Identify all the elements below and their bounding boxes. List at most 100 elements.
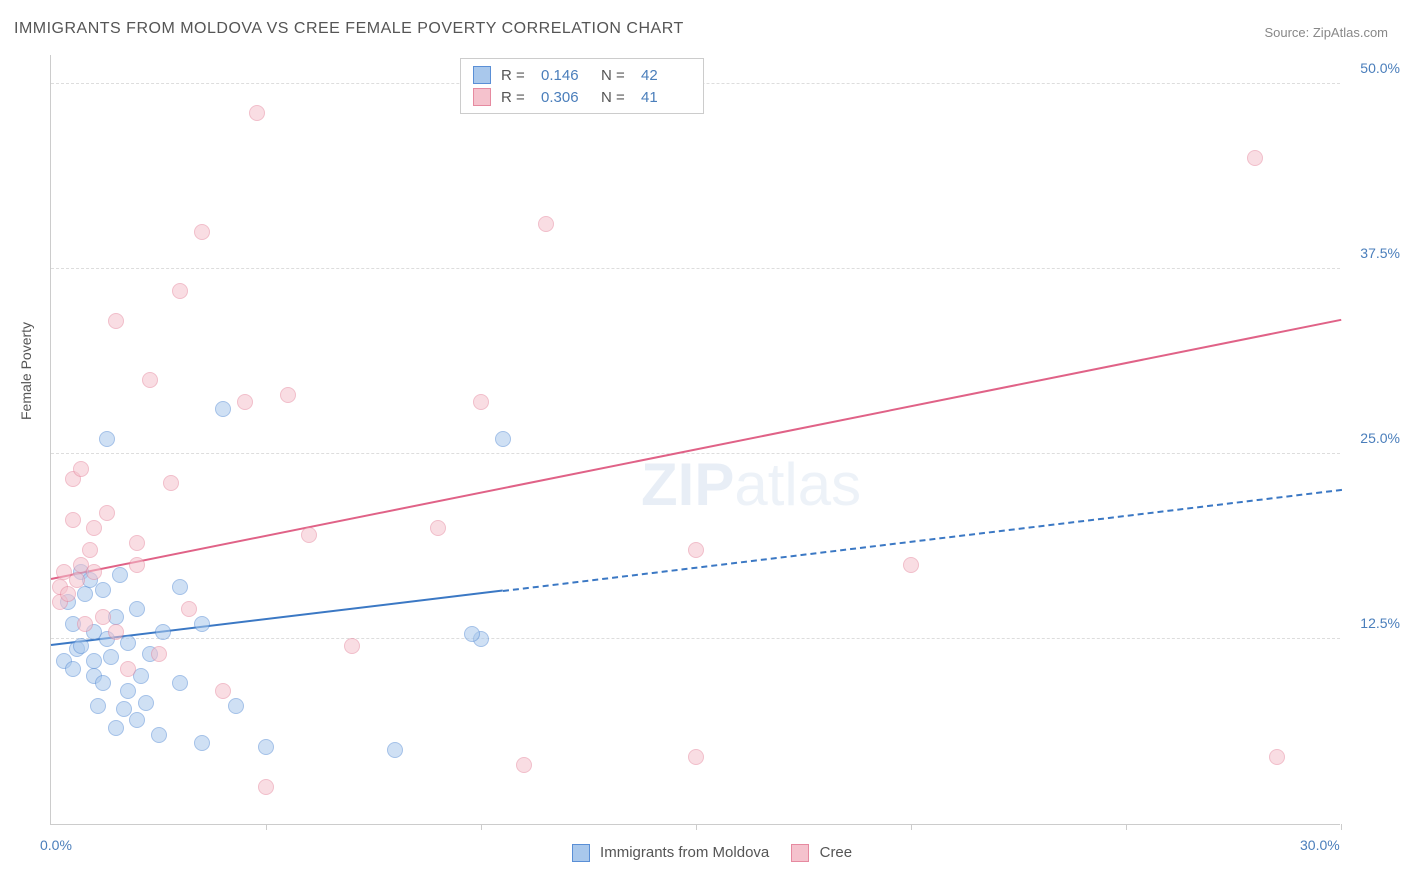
x-tick-mark [266, 824, 267, 830]
data-point-cree [163, 475, 179, 491]
data-point-moldova [73, 638, 89, 654]
data-point-moldova [138, 695, 154, 711]
data-point-cree [344, 638, 360, 654]
data-point-moldova [129, 712, 145, 728]
data-point-cree [1247, 150, 1263, 166]
watermark: ZIPatlas [641, 450, 861, 519]
data-point-cree [65, 512, 81, 528]
y-axis-label: Female Poverty [18, 322, 34, 420]
n-label: N = [601, 67, 631, 84]
series-legend: Immigrants from Moldova Cree [0, 844, 1406, 862]
r-value-cree: 0.306 [541, 89, 591, 106]
data-point-cree [86, 564, 102, 580]
data-point-cree [151, 646, 167, 662]
chart-title: IMMIGRANTS FROM MOLDOVA VS CREE FEMALE P… [14, 20, 684, 38]
data-point-cree [688, 542, 704, 558]
data-point-cree [129, 535, 145, 551]
data-point-cree [99, 505, 115, 521]
data-point-cree [903, 557, 919, 573]
data-point-cree [688, 749, 704, 765]
x-tick-mark [1341, 824, 1342, 830]
data-point-cree [69, 572, 85, 588]
swatch-cree [791, 844, 809, 862]
source-label: Source: ZipAtlas.com [1264, 25, 1388, 40]
data-point-moldova [112, 567, 128, 583]
legend-row-moldova: R = 0.146 N = 42 [473, 64, 691, 86]
data-point-cree [473, 394, 489, 410]
y-tick-label: 50.0% [1360, 60, 1400, 76]
data-point-cree [172, 283, 188, 299]
data-point-cree [280, 387, 296, 403]
data-point-cree [60, 586, 76, 602]
r-label: R = [501, 67, 531, 84]
data-point-cree [194, 224, 210, 240]
data-point-moldova [129, 601, 145, 617]
data-point-cree [95, 609, 111, 625]
x-max-label: 30.0% [1300, 837, 1340, 853]
y-tick-label: 37.5% [1360, 245, 1400, 261]
data-point-moldova [65, 661, 81, 677]
swatch-moldova [572, 844, 590, 862]
data-point-cree [142, 372, 158, 388]
gridline [51, 453, 1340, 454]
gridline [51, 638, 1340, 639]
swatch-moldova [473, 66, 491, 84]
trend-line-cree [51, 319, 1341, 580]
data-point-moldova [258, 739, 274, 755]
y-tick-label: 12.5% [1360, 615, 1400, 631]
n-value-cree: 41 [641, 89, 691, 106]
data-point-moldova [77, 586, 93, 602]
x-tick-mark [696, 824, 697, 830]
data-point-cree [129, 557, 145, 573]
data-point-cree [1269, 749, 1285, 765]
data-point-moldova [495, 431, 511, 447]
data-point-moldova [120, 683, 136, 699]
data-point-cree [77, 616, 93, 632]
data-point-cree [120, 661, 136, 677]
data-point-cree [73, 461, 89, 477]
data-point-cree [301, 527, 317, 543]
y-tick-label: 25.0% [1360, 430, 1400, 446]
data-point-moldova [155, 624, 171, 640]
data-point-cree [86, 520, 102, 536]
data-point-cree [181, 601, 197, 617]
correlation-legend: R = 0.146 N = 42 R = 0.306 N = 41 [460, 58, 704, 114]
n-label: N = [601, 89, 631, 106]
data-point-cree [258, 779, 274, 795]
data-point-moldova [215, 401, 231, 417]
data-point-moldova [194, 616, 210, 632]
series-label-cree: Cree [820, 844, 853, 861]
data-point-moldova [228, 698, 244, 714]
data-point-cree [215, 683, 231, 699]
n-value-moldova: 42 [641, 67, 691, 84]
data-point-cree [516, 757, 532, 773]
data-point-moldova [86, 653, 102, 669]
data-point-cree [108, 624, 124, 640]
series-label-moldova: Immigrants from Moldova [600, 844, 769, 861]
data-point-moldova [120, 635, 136, 651]
x-min-label: 0.0% [40, 837, 72, 853]
data-point-cree [108, 313, 124, 329]
data-point-cree [82, 542, 98, 558]
data-point-moldova [103, 649, 119, 665]
data-point-moldova [151, 727, 167, 743]
swatch-cree [473, 88, 491, 106]
data-point-cree [237, 394, 253, 410]
data-point-moldova [99, 431, 115, 447]
data-point-cree [430, 520, 446, 536]
legend-row-cree: R = 0.306 N = 41 [473, 86, 691, 108]
data-point-cree [538, 216, 554, 232]
data-point-moldova [116, 701, 132, 717]
chart-plot-area: ZIPatlas 12.5%25.0%37.5%50.0% [50, 55, 1340, 825]
trend-line-moldova-dashed [502, 489, 1341, 592]
x-tick-mark [481, 824, 482, 830]
data-point-cree [249, 105, 265, 121]
data-point-moldova [95, 675, 111, 691]
data-point-moldova [387, 742, 403, 758]
x-tick-mark [911, 824, 912, 830]
data-point-moldova [172, 579, 188, 595]
data-point-moldova [194, 735, 210, 751]
data-point-moldova [90, 698, 106, 714]
data-point-moldova [108, 720, 124, 736]
r-label: R = [501, 89, 531, 106]
